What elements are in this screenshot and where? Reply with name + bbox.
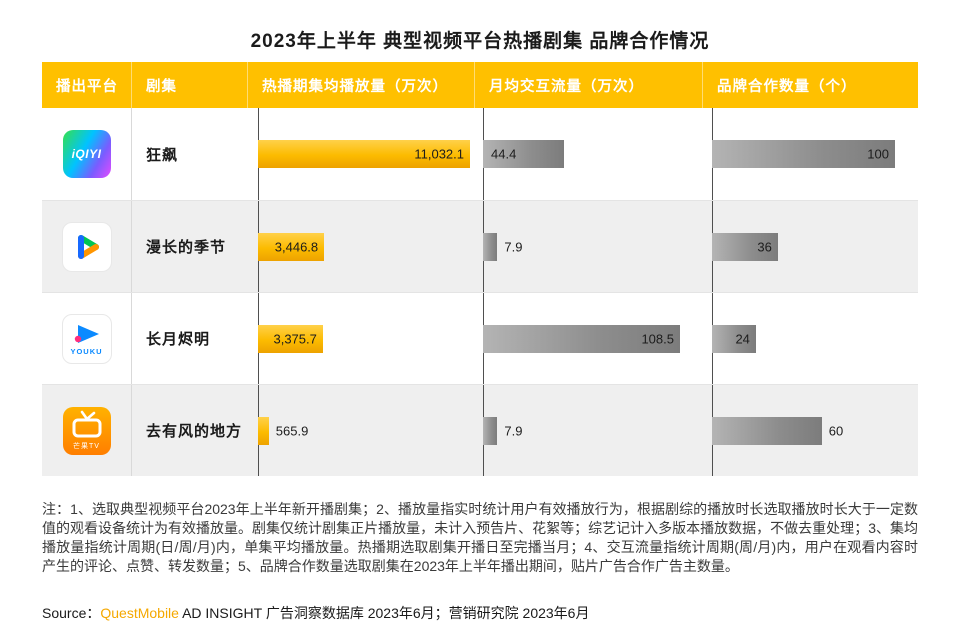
bar-track: 7.9	[483, 201, 680, 292]
bar-value-label: 60	[828, 423, 844, 438]
youku-logo: YOUKU	[61, 313, 112, 364]
drama-title: 去有风的地方	[146, 423, 243, 440]
play-volume-cell: 565.9	[248, 385, 475, 476]
play-volume-bar	[258, 416, 269, 445]
mango-tv-icon	[72, 410, 101, 438]
tencent-video-logo	[61, 221, 112, 272]
chart-table: 播出平台 剧集 热播期集均播放量（万次） 月均交互流量（万次） 品牌合作数量（个…	[42, 62, 918, 476]
interaction-cell: 7.9	[475, 201, 703, 292]
iqiyi-logo-text: iQIYI	[71, 147, 102, 161]
interaction-cell: 44.4	[475, 108, 703, 200]
brand-count-bar	[712, 324, 756, 353]
bar-value-label: 7.9	[504, 239, 523, 254]
brand-count-cell: 36	[703, 201, 918, 292]
iqiyi-logo: iQIYI	[62, 130, 111, 178]
play-volume-cell: 3,446.8	[248, 201, 475, 292]
brand-count-cell: 24	[703, 293, 918, 384]
interaction-cell: 108.5	[475, 293, 703, 384]
bar-track: 3,446.8	[258, 201, 470, 292]
youku-play-icon	[74, 324, 99, 343]
brand-count-bar	[712, 232, 778, 261]
header-platform: 播出平台	[42, 62, 132, 108]
bar-track: 44.4	[483, 108, 680, 200]
bar-track: 3,375.7	[258, 293, 470, 384]
header-brand-count: 品牌合作数量（个）	[717, 78, 857, 95]
footnotes: 注：1、选取典型视频平台2023年上半年新开播剧集；2、播放量指实时统计用户有效…	[42, 501, 918, 574]
source-prefix: Source：	[42, 605, 101, 621]
interaction-cell: 7.9	[475, 385, 703, 476]
interaction-bar	[483, 324, 680, 353]
source-line: Source：QuestMobile AD INSIGHT 广告洞察数据库 20…	[42, 603, 918, 623]
brand-count-cell: 60	[703, 385, 918, 476]
source-brand: QuestMobile	[100, 605, 179, 621]
play-volume-cell: 11,032.1	[248, 108, 475, 200]
drama-title: 漫长的季节	[146, 239, 227, 256]
source-suffix: AD INSIGHT 广告洞察数据库 2023年6月；营销研究院 2023年6月	[178, 605, 590, 621]
play-volume-bar	[258, 324, 323, 353]
table-row: iQIYI 狂飙 11,032.1 44.4	[42, 108, 918, 200]
bar-value-label: 7.9	[504, 423, 523, 438]
bar-track: 24	[712, 293, 895, 384]
page-title: 2023年上半年 典型视频平台热播剧集 品牌合作情况	[250, 31, 710, 52]
table-row: YOUKU 长月烬明 3,375.7 108.5	[42, 292, 918, 384]
brand-count-bar	[712, 416, 822, 445]
play-volume-bar	[258, 140, 470, 168]
play-volume-cell: 3,375.7	[248, 293, 475, 384]
platform-cell: YOUKU	[42, 293, 132, 384]
interaction-bar	[483, 416, 498, 445]
bar-track: 36	[712, 201, 895, 292]
bar-track: 100	[712, 108, 895, 200]
play-volume-bar	[258, 232, 325, 261]
table-row: 芒果TV 去有风的地方 565.9 7.9	[42, 384, 918, 476]
interaction-bar	[483, 232, 498, 261]
mango-tv-logo: 芒果TV	[62, 406, 111, 455]
bar-track: 7.9	[483, 385, 680, 476]
bar-value-label: 36	[757, 239, 772, 254]
table-body: iQIYI 狂飙 11,032.1 44.4	[42, 108, 918, 476]
drama-title: 长月烬明	[146, 331, 211, 348]
brand-count-cell: 100	[703, 108, 918, 200]
header-drama: 剧集	[132, 62, 248, 108]
header-interaction: 月均交互流量（万次）	[475, 62, 703, 108]
interaction-bar	[483, 140, 564, 168]
bar-value-label: 3,375.7	[273, 331, 317, 346]
platform-cell	[42, 201, 132, 292]
bar-value-label: 11,032.1	[414, 146, 464, 162]
platform-cell: 芒果TV	[42, 385, 132, 476]
bar-value-label: 44.4	[491, 146, 517, 162]
bar-value-label: 565.9	[275, 423, 309, 438]
bar-value-label: 3,446.8	[274, 239, 319, 254]
header-play-volume: 热播期集均播放量（万次）	[248, 62, 475, 108]
table-header: 播出平台 剧集 热播期集均播放量（万次） 月均交互流量（万次） 品牌合作数量（个…	[42, 62, 918, 108]
bar-value-label: 108.5	[641, 331, 674, 346]
bar-track: 60	[712, 385, 895, 476]
brand-count-bar	[712, 140, 895, 168]
platform-cell: iQIYI	[42, 108, 132, 200]
youku-logo-text: YOUKU	[70, 346, 103, 356]
table-row: 漫长的季节 3,446.8 7.9 36	[42, 200, 918, 292]
mango-tv-logo-text: 芒果TV	[73, 443, 100, 450]
bar-track: 11,032.1	[258, 108, 470, 200]
bar-value-label: 24	[735, 331, 750, 346]
tencent-video-play-icon	[77, 234, 99, 259]
bar-track: 565.9	[258, 385, 470, 476]
drama-title: 狂飙	[146, 146, 179, 164]
bar-value-label: 100	[867, 146, 889, 162]
bar-track: 108.5	[483, 293, 680, 384]
